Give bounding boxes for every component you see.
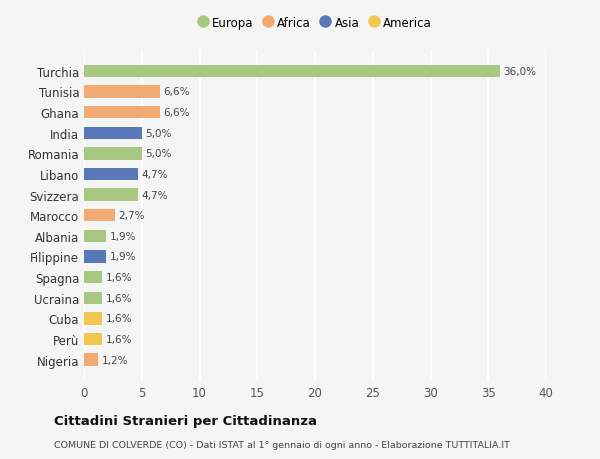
Bar [84,189,138,202]
Text: 36,0%: 36,0% [503,67,536,77]
Bar [84,353,98,366]
Bar [84,86,160,98]
Legend: Europa, Africa, Asia, America: Europa, Africa, Asia, America [198,17,432,30]
Text: Cittadini Stranieri per Cittadinanza: Cittadini Stranieri per Cittadinanza [54,414,317,428]
Text: 6,6%: 6,6% [164,87,190,97]
Bar [84,251,106,263]
Text: 1,6%: 1,6% [106,313,133,324]
Text: 1,6%: 1,6% [106,273,133,282]
Text: 6,6%: 6,6% [164,108,190,118]
Text: 1,6%: 1,6% [106,293,133,303]
Bar [84,106,160,119]
Text: 1,9%: 1,9% [109,231,136,241]
Text: 1,9%: 1,9% [109,252,136,262]
Bar [84,148,142,160]
Text: 4,7%: 4,7% [142,190,168,200]
Bar [84,230,106,242]
Text: 1,2%: 1,2% [101,355,128,365]
Bar [84,313,103,325]
Bar [84,333,103,345]
Text: COMUNE DI COLVERDE (CO) - Dati ISTAT al 1° gennaio di ogni anno - Elaborazione T: COMUNE DI COLVERDE (CO) - Dati ISTAT al … [54,441,510,449]
Text: 4,7%: 4,7% [142,169,168,179]
Text: 2,7%: 2,7% [119,211,145,221]
Text: 5,0%: 5,0% [145,129,172,139]
Text: 5,0%: 5,0% [145,149,172,159]
Text: 1,6%: 1,6% [106,334,133,344]
Bar [84,271,103,284]
Bar [84,168,138,181]
Bar [84,127,142,140]
Bar [84,292,103,304]
Bar [84,210,115,222]
Bar [84,66,500,78]
